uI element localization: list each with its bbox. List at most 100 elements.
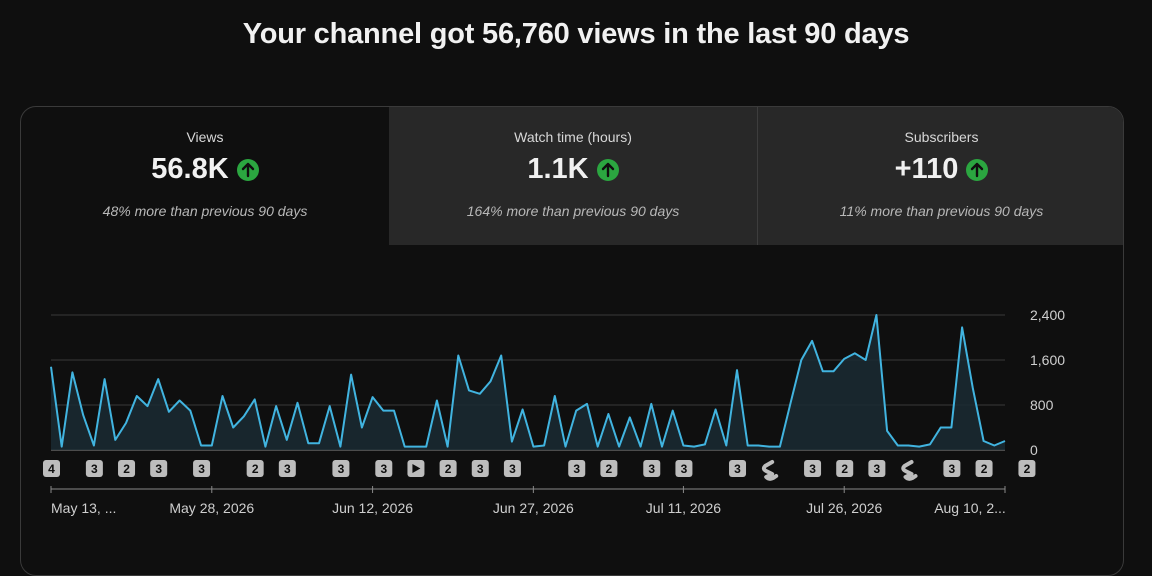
- tab-subscribers-label: Subscribers: [904, 129, 979, 145]
- x-tick-label: May 13, ...: [51, 500, 116, 516]
- marker-box: [118, 460, 136, 477]
- upload-count-marker[interactable]: 3: [332, 460, 350, 477]
- upload-count-marker[interactable]: 3: [804, 460, 822, 477]
- tab-watch-time-value: 1.1K: [527, 153, 589, 185]
- marker-count: 2: [981, 462, 988, 476]
- tab-views-comparison: 48% more than previous 90 days: [102, 203, 308, 219]
- upload-count-marker[interactable]: 3: [375, 460, 393, 477]
- views-area: [51, 315, 1005, 450]
- upload-count-marker[interactable]: 2: [836, 460, 854, 477]
- y-tick-label: 1,600: [1030, 352, 1065, 368]
- marker-count: 3: [734, 462, 741, 476]
- y-tick-label: 2,400: [1030, 307, 1065, 323]
- upload-count-marker[interactable]: 3: [278, 460, 296, 477]
- upload-count-marker[interactable]: 3: [729, 460, 747, 477]
- metric-tabs: Views 56.8K 48% more than previous 90 da…: [21, 107, 1123, 245]
- marker-count: 3: [681, 462, 688, 476]
- upload-count-marker[interactable]: 2: [1018, 460, 1036, 477]
- upload-count-marker[interactable]: 3: [568, 460, 586, 477]
- marker-box: [503, 460, 521, 477]
- tab-watch-time-comparison: 164% more than previous 90 days: [466, 203, 680, 219]
- tab-views[interactable]: Views 56.8K 48% more than previous 90 da…: [21, 107, 389, 245]
- marker-count: 3: [155, 462, 162, 476]
- x-tick-label: Jul 26, 2026: [806, 500, 882, 516]
- marker-count: 3: [338, 462, 345, 476]
- y-tick-label: 0: [1030, 442, 1038, 458]
- marker-box: [600, 460, 618, 477]
- shorts-icon: [901, 460, 918, 481]
- marker-count: 3: [477, 462, 484, 476]
- tab-subscribers-comparison: 11% more than previous 90 days: [839, 203, 1044, 219]
- marker-box: [193, 460, 211, 477]
- x-tick-label: Aug 10, 2...: [934, 500, 1006, 516]
- marker-box: [246, 460, 264, 477]
- upload-count-marker[interactable]: 2: [118, 460, 136, 477]
- upload-count-marker[interactable]: 3: [193, 460, 211, 477]
- marker-box: [868, 460, 886, 477]
- marker-box: [439, 460, 457, 477]
- upload-count-marker[interactable]: 3: [643, 460, 661, 477]
- tab-watch-time-label: Watch time (hours): [514, 129, 632, 145]
- video-marker-icon[interactable]: [407, 460, 425, 477]
- upload-count-marker[interactable]: 2: [600, 460, 618, 477]
- marker-count: 4: [48, 462, 55, 476]
- upload-count-marker[interactable]: 3: [503, 460, 521, 477]
- marker-box: [471, 460, 489, 477]
- arrow-up-icon: [596, 158, 619, 181]
- marker-count: 2: [445, 462, 452, 476]
- upload-count-marker[interactable]: 4: [43, 460, 60, 477]
- tab-views-value: 56.8K: [151, 153, 229, 185]
- marker-box: [278, 460, 296, 477]
- marker-box: [729, 460, 747, 477]
- marker-count: 2: [252, 462, 259, 476]
- play-icon: [412, 464, 421, 473]
- upload-count-marker[interactable]: 2: [246, 460, 264, 477]
- x-tick-label: Jun 12, 2026: [332, 500, 413, 516]
- marker-count: 2: [1024, 462, 1031, 476]
- views-line: [50, 314, 1006, 448]
- x-tick-label: Jul 11, 2026: [646, 500, 721, 516]
- page-headline: Your channel got 56,760 views in the las…: [242, 18, 910, 50]
- marker-count: 3: [949, 462, 956, 476]
- tab-subscribers[interactable]: Subscribers +110 11% more than previous …: [757, 107, 1123, 245]
- marker-count: 3: [874, 462, 881, 476]
- arrow-up-icon: [236, 158, 259, 181]
- marker-count: 2: [606, 462, 613, 476]
- upload-count-marker[interactable]: 3: [471, 460, 489, 477]
- marker-box: [975, 460, 993, 477]
- marker-box: [375, 460, 393, 477]
- marker-box: [85, 460, 103, 477]
- marker-box: [332, 460, 350, 477]
- upload-count-marker[interactable]: 3: [150, 460, 168, 477]
- marker-count: 3: [284, 462, 291, 476]
- y-tick-label: 800: [1030, 397, 1054, 413]
- marker-count: 3: [809, 462, 816, 476]
- marker-count: 3: [509, 462, 516, 476]
- upload-count-marker[interactable]: 2: [439, 460, 457, 477]
- arrow-up-icon: [966, 158, 989, 181]
- shorts-marker-icon[interactable]: [761, 460, 779, 481]
- marker-count: 3: [648, 462, 655, 476]
- marker-box: [943, 460, 961, 477]
- marker-box: [675, 460, 693, 477]
- x-tick-label: Jun 27, 2026: [493, 500, 574, 516]
- tab-subscribers-value: +110: [894, 153, 959, 185]
- shorts-icon: [761, 460, 779, 481]
- upload-count-marker[interactable]: 2: [975, 460, 993, 477]
- upload-count-marker[interactable]: 3: [85, 460, 103, 477]
- marker-count: 2: [123, 462, 130, 476]
- marker-count: 2: [841, 462, 848, 476]
- upload-count-marker[interactable]: 3: [943, 460, 961, 477]
- analytics-card: Views 56.8K 48% more than previous 90 da…: [20, 106, 1124, 576]
- marker-box: [643, 460, 661, 477]
- upload-count-marker[interactable]: 3: [675, 460, 693, 477]
- shorts-marker-icon[interactable]: [901, 460, 918, 481]
- marker-count: 3: [573, 462, 580, 476]
- tab-watch-time[interactable]: Watch time (hours) 1.1K 164% more than p…: [389, 107, 757, 245]
- marker-box: [568, 460, 586, 477]
- x-tick-label: May 28, 2026: [169, 500, 254, 516]
- marker-count: 3: [380, 462, 387, 476]
- marker-box: [836, 460, 854, 477]
- upload-count-marker[interactable]: 3: [868, 460, 886, 477]
- marker-box: [43, 460, 60, 477]
